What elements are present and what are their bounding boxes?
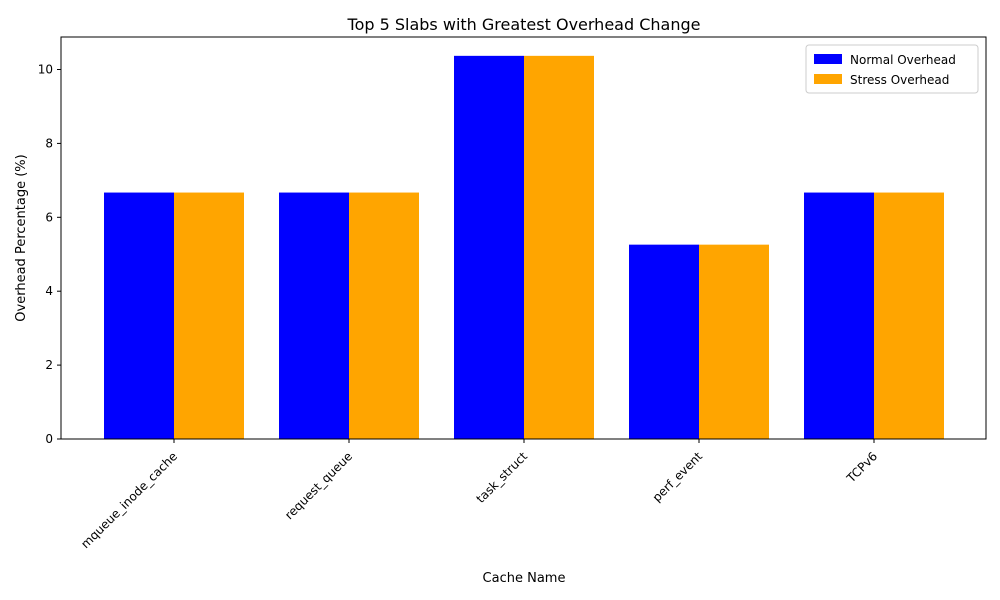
- legend: Normal Overhead Stress Overhead: [805, 44, 979, 94]
- bar-stress-1: [349, 192, 419, 439]
- bar-normal-2: [454, 55, 524, 439]
- bar-stress-0: [174, 192, 244, 439]
- plot-frame: [60, 36, 987, 440]
- chart-title: Top 5 Slabs with Greatest Overhead Chang…: [347, 15, 701, 34]
- bar-stress-4: [874, 192, 944, 439]
- legend-box: [805, 44, 979, 94]
- bar-normal-4: [804, 192, 874, 439]
- x-tick-label: request_queue: [282, 449, 355, 522]
- legend-swatch-stress: [814, 74, 842, 84]
- x-tick-label: TCPv6: [843, 449, 880, 486]
- y-tick-label: 10: [38, 63, 53, 77]
- x-axis: mqueue_inode_cache request_queue task_stru…: [78, 439, 880, 551]
- x-tick-label: mqueue_inode_cache: [78, 449, 180, 551]
- y-axis-label: Overhead Percentage (%): [14, 154, 29, 321]
- bar-normal-3: [629, 244, 699, 439]
- legend-label-stress: Stress Overhead: [850, 73, 949, 87]
- x-axis-label: Cache Name: [483, 571, 566, 586]
- x-tick-label: perf_event: [650, 449, 706, 505]
- y-tick-label: 6: [45, 210, 53, 224]
- bar-stress-3: [699, 244, 769, 439]
- y-tick-label: 4: [45, 284, 53, 298]
- bar-normal-0: [104, 192, 174, 439]
- y-axis: 0 2 4 6 8 10: [38, 63, 61, 446]
- bars-group: [104, 55, 944, 439]
- legend-label-normal: Normal Overhead: [850, 53, 956, 67]
- y-tick-label: 2: [45, 358, 53, 372]
- legend-swatch-normal: [814, 54, 842, 64]
- bar-normal-1: [279, 192, 349, 439]
- x-tick-label: task_struct: [474, 449, 531, 506]
- y-tick-label: 0: [45, 432, 53, 446]
- bar-stress-2: [524, 55, 594, 439]
- y-tick-label: 8: [45, 136, 53, 150]
